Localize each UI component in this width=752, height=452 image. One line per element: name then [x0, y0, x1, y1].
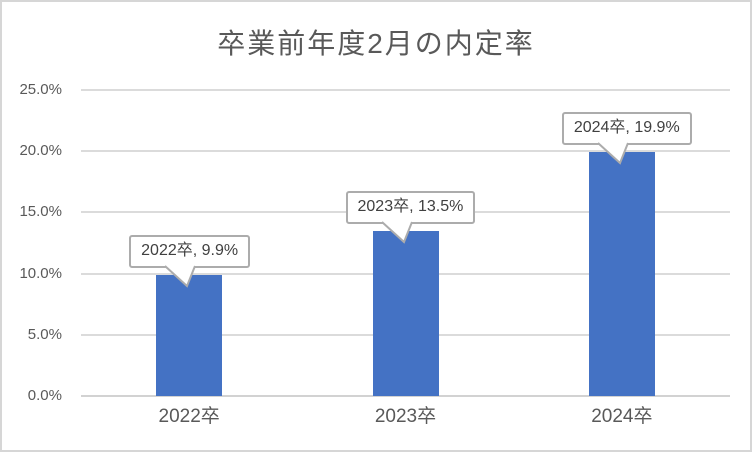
bar-2[interactable] — [588, 152, 655, 396]
chart-title: 卒業前年度2月の内定率 — [217, 28, 535, 59]
x-axis-line — [81, 395, 730, 397]
y-tick-label-4: 20.0% — [19, 142, 62, 160]
gridline — [81, 89, 730, 91]
bar-0[interactable] — [156, 274, 223, 396]
y-tick-label-1: 5.0% — [27, 325, 62, 343]
data-callout-1[interactable]: 2023卒, 13.5% — [345, 190, 476, 244]
data-callout-label: 2024卒, 19.9% — [561, 112, 692, 146]
x-tick-label-2: 2024卒 — [591, 406, 653, 427]
y-tick-label-3: 15.0% — [19, 203, 62, 221]
y-tick-label-0: 0.0% — [27, 387, 62, 404]
data-callout-0[interactable]: 2022卒, 9.9% — [129, 234, 251, 288]
callout-tail-pointer — [597, 142, 629, 166]
data-callout-2[interactable]: 2024卒, 19.9% — [561, 112, 692, 166]
gridline — [81, 150, 730, 153]
x-tick-label-1: 2023卒 — [374, 406, 437, 427]
callout-tail-pointer — [164, 265, 197, 288]
x-tick-label-0: 2022卒 — [158, 406, 220, 427]
data-callout-label: 2022卒, 9.9% — [129, 234, 251, 268]
data-callout-label: 2023卒, 13.5% — [345, 190, 476, 224]
y-tick-label-2: 10.0% — [19, 264, 62, 282]
callout-tail-pointer — [380, 221, 413, 244]
bar-1[interactable] — [372, 230, 439, 396]
y-tick-label-5: 25.0% — [19, 81, 62, 98]
